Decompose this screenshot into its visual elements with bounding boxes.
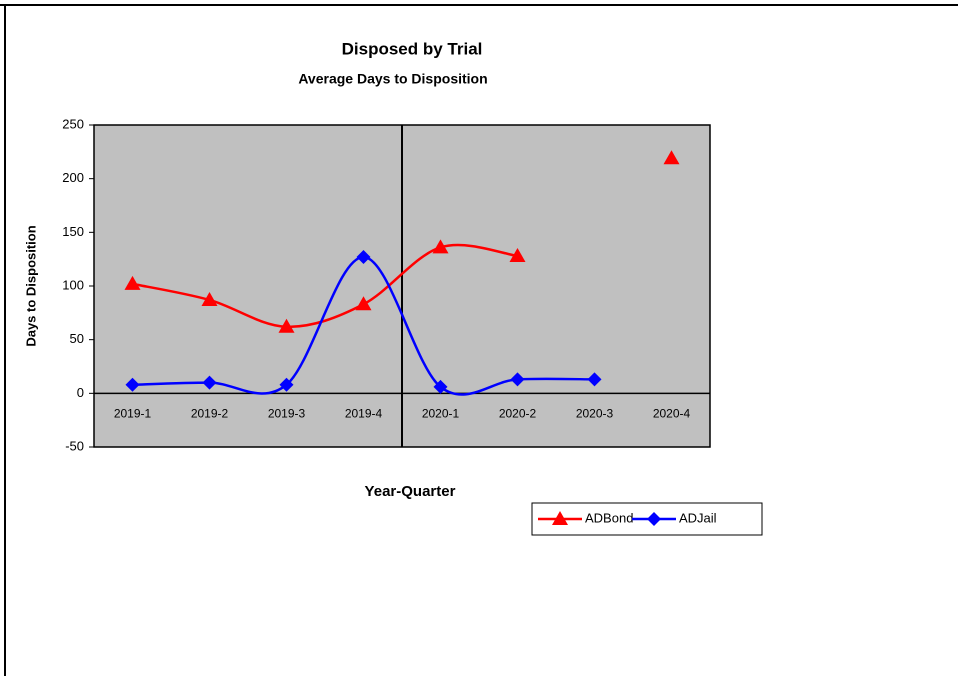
legend-marker xyxy=(647,512,661,526)
y-tick-label: 50 xyxy=(70,331,84,346)
legend-label: ADBond xyxy=(585,510,633,525)
data-point xyxy=(278,318,295,333)
data-point xyxy=(124,275,141,290)
x-tick-label: 2019-3 xyxy=(268,407,306,421)
chart-subtitle: Average Days to Disposition xyxy=(298,71,487,87)
x-tick-label: 2019-2 xyxy=(191,407,229,421)
x-tick-label: 2020-4 xyxy=(653,407,691,421)
y-axis-title: Days to Disposition xyxy=(23,225,38,346)
data-point xyxy=(279,377,294,392)
data-point xyxy=(663,150,680,165)
data-point xyxy=(125,377,140,392)
legend-marker xyxy=(552,511,568,525)
data-point xyxy=(510,372,525,387)
y-tick-label: 250 xyxy=(62,116,84,131)
y-tick-label: 150 xyxy=(62,224,84,239)
data-point xyxy=(433,379,448,394)
data-point xyxy=(356,250,371,265)
data-point xyxy=(432,239,449,254)
y-tick-label: -50 xyxy=(65,438,84,453)
data-point xyxy=(587,372,602,387)
chart-title: Disposed by Trial xyxy=(342,39,483,58)
y-tick-label: 100 xyxy=(62,277,84,292)
y-tick-label: 0 xyxy=(77,385,84,400)
data-point xyxy=(355,296,372,311)
x-tick-label: 2019-4 xyxy=(345,407,383,421)
data-point xyxy=(202,375,217,390)
x-tick-label: 2019-1 xyxy=(114,407,152,421)
x-tick-label: 2020-3 xyxy=(576,407,614,421)
data-point xyxy=(509,247,526,262)
x-tick-label: 2020-1 xyxy=(422,407,460,421)
x-axis-title: Year-Quarter xyxy=(365,483,456,500)
data-point xyxy=(201,291,218,306)
x-tick-label: 2020-2 xyxy=(499,407,537,421)
y-tick-label: 200 xyxy=(62,170,84,185)
legend-label: ADJail xyxy=(679,510,717,525)
